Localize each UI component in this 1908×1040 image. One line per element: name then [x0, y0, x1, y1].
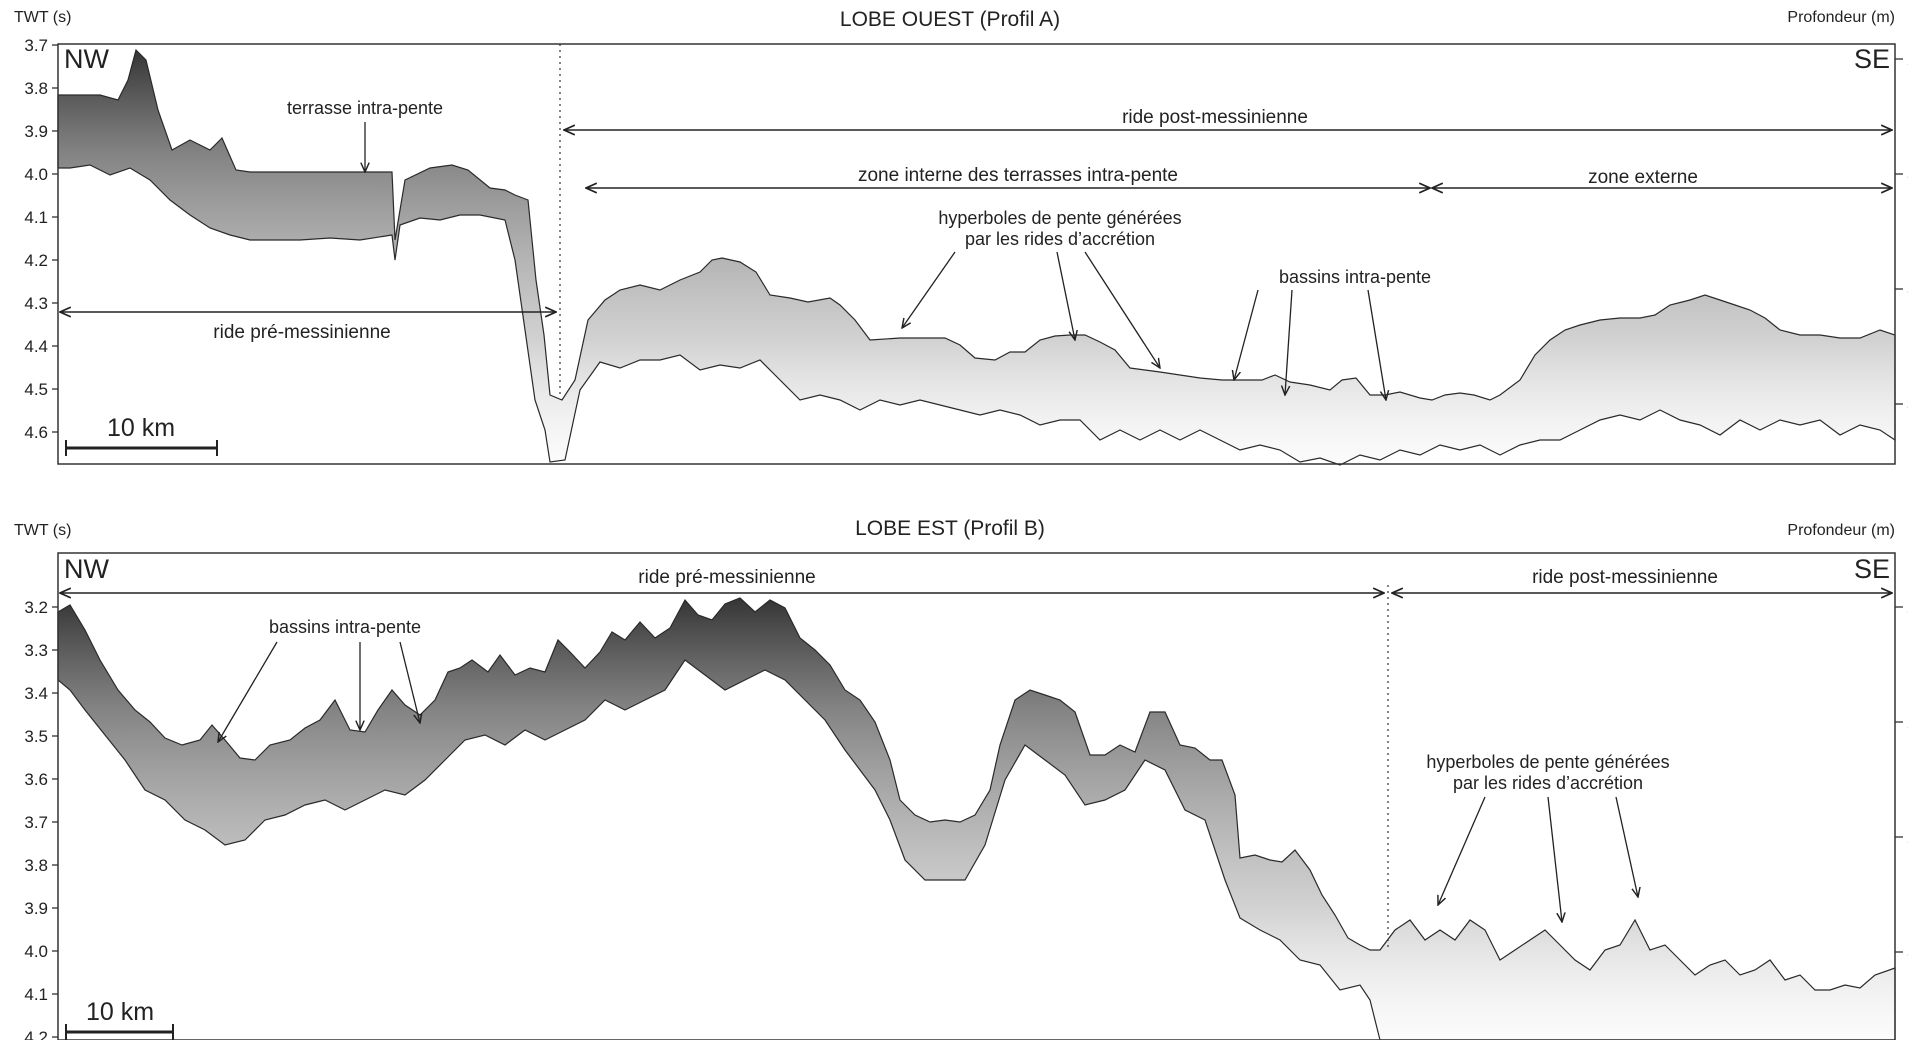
- profile-b-axes: 3.23.33.43.53.63.73.83.94.04.14.22400260…: [24, 598, 1908, 1040]
- left-tick-label: 3.7: [24, 36, 48, 55]
- left-tick-label: 3.9: [24, 122, 48, 141]
- profile-b-frame: [57, 552, 1896, 1040]
- profile-a-corner-se: SE: [1854, 44, 1890, 74]
- profile-a-scale-bar: 10 km: [65, 414, 218, 456]
- profile-b-annotations: ride pré-messinienne ride post-messinien…: [60, 567, 1892, 922]
- left-tick-label: 4.0: [24, 165, 48, 184]
- profile-b-right-axis-label: Profondeur (m): [1787, 522, 1895, 539]
- profile-b: TWT (s) LOBE EST (Profil B) Profondeur (…: [14, 517, 1908, 1040]
- left-tick-label: 4.6: [24, 423, 48, 442]
- left-tick-label: 3.4: [24, 684, 48, 703]
- profile-b-title: LOBE EST (Profil B): [855, 517, 1045, 540]
- arrow-bassin-b-3: [399, 641, 420, 723]
- profile-a-corner-nw: NW: [64, 44, 109, 74]
- arrow-bassin-a-2: [1285, 289, 1293, 395]
- left-tick-label: 3.2: [24, 598, 48, 617]
- profile-b-scale-bar: 10 km: [65, 998, 174, 1040]
- left-tick-label: 4.4: [24, 337, 48, 356]
- label-hyperboles-a-2: par les rides d’accrétion: [965, 229, 1155, 249]
- arrow-hyperbole-a-2: [1056, 251, 1075, 340]
- arrow-bassin-a-1: [1234, 289, 1259, 380]
- label-hyperboles-b-1: hyperboles de pente générées: [1426, 752, 1669, 772]
- arrow-hyperbole-b-2: [1547, 796, 1562, 922]
- left-tick-label: 4.2: [24, 1028, 48, 1040]
- profile-a: TWT (s) LOBE OUEST (Profil A) Profondeur…: [14, 8, 1908, 466]
- label-terrasse: terrasse intra-pente: [287, 98, 443, 118]
- profile-b-left-axis-label: TWT (s): [14, 522, 71, 539]
- profile-a-right-axis-label: Profondeur (m): [1787, 9, 1895, 26]
- arrow-bassin-b-1: [218, 641, 278, 742]
- profile-a-left-axis-label: TWT (s): [14, 9, 71, 26]
- arrow-hyperbole-b-1: [1438, 796, 1486, 905]
- label-ride-pre: ride pré-messinienne: [213, 322, 390, 343]
- profile-b-seafloor-body: [57, 597, 1896, 1040]
- label-bassins-b: bassins intra-pente: [269, 617, 421, 637]
- label-zone-externe: zone externe: [1588, 167, 1698, 188]
- left-tick-label: 4.2: [24, 251, 48, 270]
- label-ride-pre-b: ride pré-messinienne: [638, 567, 815, 588]
- label-zone-interne: zone interne des terrasses intra-pente: [858, 165, 1178, 186]
- left-tick-label: 3.8: [24, 856, 48, 875]
- label-ride-post-b: ride post-messinienne: [1532, 567, 1718, 588]
- arrow-hyperbole-a-3: [1084, 251, 1160, 368]
- profile-b-scale-label: 10 km: [86, 998, 154, 1026]
- label-bassins-a: bassins intra-pente: [1279, 267, 1431, 287]
- left-tick-label: 4.1: [24, 985, 48, 1004]
- left-tick-label: 4.1: [24, 208, 48, 227]
- profile-a-scale-label: 10 km: [107, 414, 175, 442]
- label-hyperboles-b-2: par les rides d’accrétion: [1453, 773, 1643, 793]
- label-ride-post: ride post-messinienne: [1122, 107, 1308, 128]
- left-tick-label: 4.3: [24, 294, 48, 313]
- arrow-bassin-a-3: [1367, 289, 1386, 400]
- left-tick-label: 4.0: [24, 942, 48, 961]
- profile-a-seafloor: [57, 48, 1896, 466]
- profile-a-annotations: terrasse intra-pente ride pré-messinienn…: [60, 98, 1892, 400]
- profile-b-corner-nw: NW: [64, 554, 109, 584]
- label-hyperboles-a-1: hyperboles de pente générées: [938, 208, 1181, 228]
- left-tick-label: 3.7: [24, 813, 48, 832]
- left-tick-label: 3.9: [24, 899, 48, 918]
- profile-a-frame: [57, 43, 1896, 465]
- left-tick-label: 3.3: [24, 641, 48, 660]
- profile-a-axes: 3.73.83.94.04.14.24.34.44.54.62800300032…: [24, 36, 1908, 442]
- profile-a-title: LOBE OUEST (Profil A): [840, 8, 1060, 31]
- arrow-hyperbole-a-1: [902, 251, 956, 328]
- profile-b-corner-se: SE: [1854, 554, 1890, 584]
- left-tick-label: 3.5: [24, 727, 48, 746]
- left-tick-label: 3.8: [24, 79, 48, 98]
- left-tick-label: 3.6: [24, 770, 48, 789]
- left-tick-label: 4.5: [24, 380, 48, 399]
- arrow-hyperbole-b-3: [1615, 796, 1638, 897]
